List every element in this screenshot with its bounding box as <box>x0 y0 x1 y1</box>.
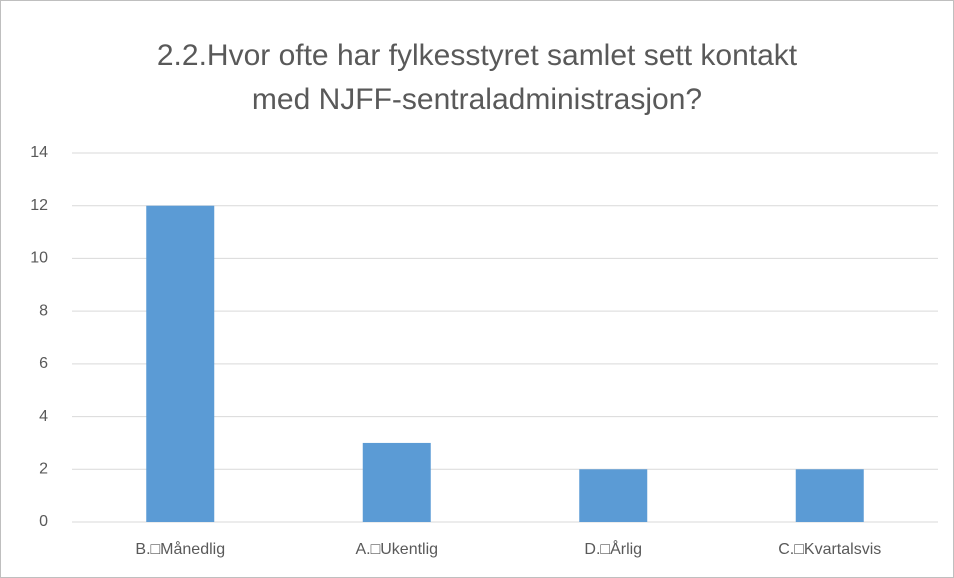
y-tick-label: 14 <box>30 144 48 161</box>
y-tick-label: 4 <box>39 408 48 425</box>
chart-title: 2.2.Hvor ofte har fylkesstyret samlet se… <box>156 39 798 116</box>
bar <box>579 469 648 522</box>
bar <box>362 442 431 522</box>
y-tick-label: 12 <box>30 197 48 214</box>
y-tick-label: 2 <box>39 461 48 478</box>
y-tick-label: 8 <box>39 302 48 319</box>
bar <box>146 205 215 522</box>
x-tick-label: D.□Årlig <box>584 539 642 558</box>
x-tick-label: B.□Månedlig <box>135 540 225 558</box>
y-tick-label: 0 <box>39 513 48 530</box>
x-tick-label: A.□Ukentlig <box>355 541 438 558</box>
y-tick-label: 6 <box>39 355 48 372</box>
y-tick-label: 10 <box>30 250 48 267</box>
x-tick-label: C.□Kvartalsvis <box>778 541 881 558</box>
bar <box>795 469 864 522</box>
